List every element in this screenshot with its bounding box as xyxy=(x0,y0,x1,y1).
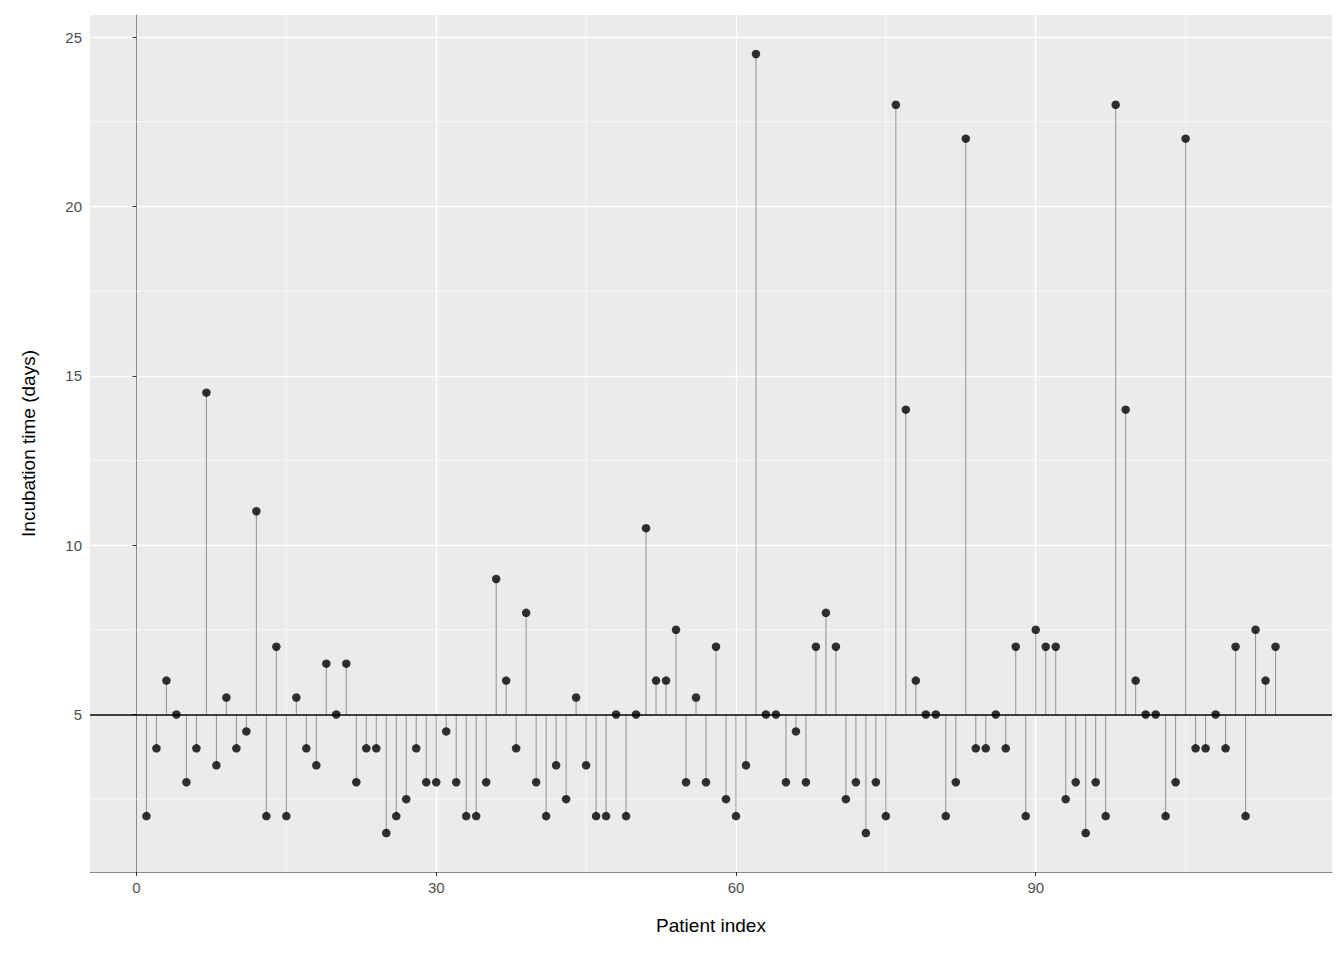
svg-text:60: 60 xyxy=(728,879,745,896)
svg-text:Patient index: Patient index xyxy=(656,915,766,936)
svg-text:15: 15 xyxy=(65,367,82,384)
svg-text:0: 0 xyxy=(132,879,140,896)
svg-text:25: 25 xyxy=(65,29,82,46)
svg-text:30: 30 xyxy=(428,879,445,896)
svg-text:10: 10 xyxy=(65,537,82,554)
svg-text:5: 5 xyxy=(74,706,82,723)
svg-text:Incubation time (days): Incubation time (days) xyxy=(18,350,39,537)
svg-text:90: 90 xyxy=(1027,879,1044,896)
svg-text:20: 20 xyxy=(65,198,82,215)
